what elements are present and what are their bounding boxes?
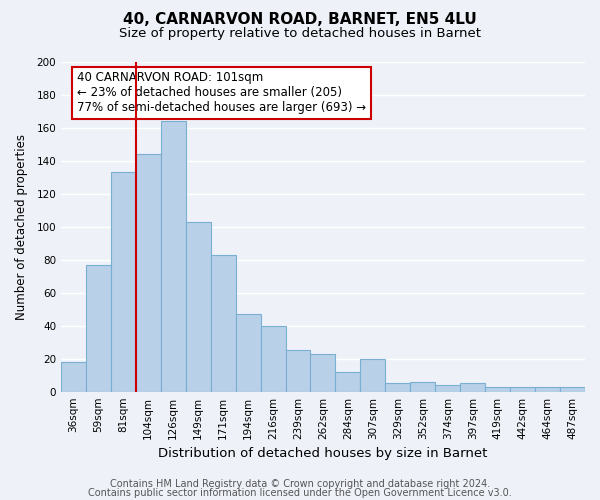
Bar [236, 314, 260, 392]
Bar [485, 386, 510, 392]
Bar [435, 385, 460, 392]
Bar [535, 386, 560, 392]
Bar [560, 386, 585, 392]
Text: Contains public sector information licensed under the Open Government Licence v3: Contains public sector information licen… [88, 488, 512, 498]
Bar [136, 154, 161, 392]
Text: 40, CARNARVON ROAD, BARNET, EN5 4LU: 40, CARNARVON ROAD, BARNET, EN5 4LU [123, 12, 477, 28]
Bar [86, 264, 111, 392]
Y-axis label: Number of detached properties: Number of detached properties [15, 134, 28, 320]
Bar [61, 362, 86, 392]
Bar [385, 384, 410, 392]
Text: Size of property relative to detached houses in Barnet: Size of property relative to detached ho… [119, 28, 481, 40]
Bar [286, 350, 310, 392]
Bar [211, 254, 236, 392]
Text: 40 CARNARVON ROAD: 101sqm
← 23% of detached houses are smaller (205)
77% of semi: 40 CARNARVON ROAD: 101sqm ← 23% of detac… [77, 72, 366, 114]
Bar [510, 386, 535, 392]
Bar [361, 358, 385, 392]
Bar [310, 354, 335, 392]
Bar [335, 372, 361, 392]
Bar [460, 384, 485, 392]
Text: Contains HM Land Registry data © Crown copyright and database right 2024.: Contains HM Land Registry data © Crown c… [110, 479, 490, 489]
Bar [410, 382, 435, 392]
Bar [260, 326, 286, 392]
X-axis label: Distribution of detached houses by size in Barnet: Distribution of detached houses by size … [158, 447, 488, 460]
Bar [161, 121, 186, 392]
Bar [186, 222, 211, 392]
Bar [111, 172, 136, 392]
